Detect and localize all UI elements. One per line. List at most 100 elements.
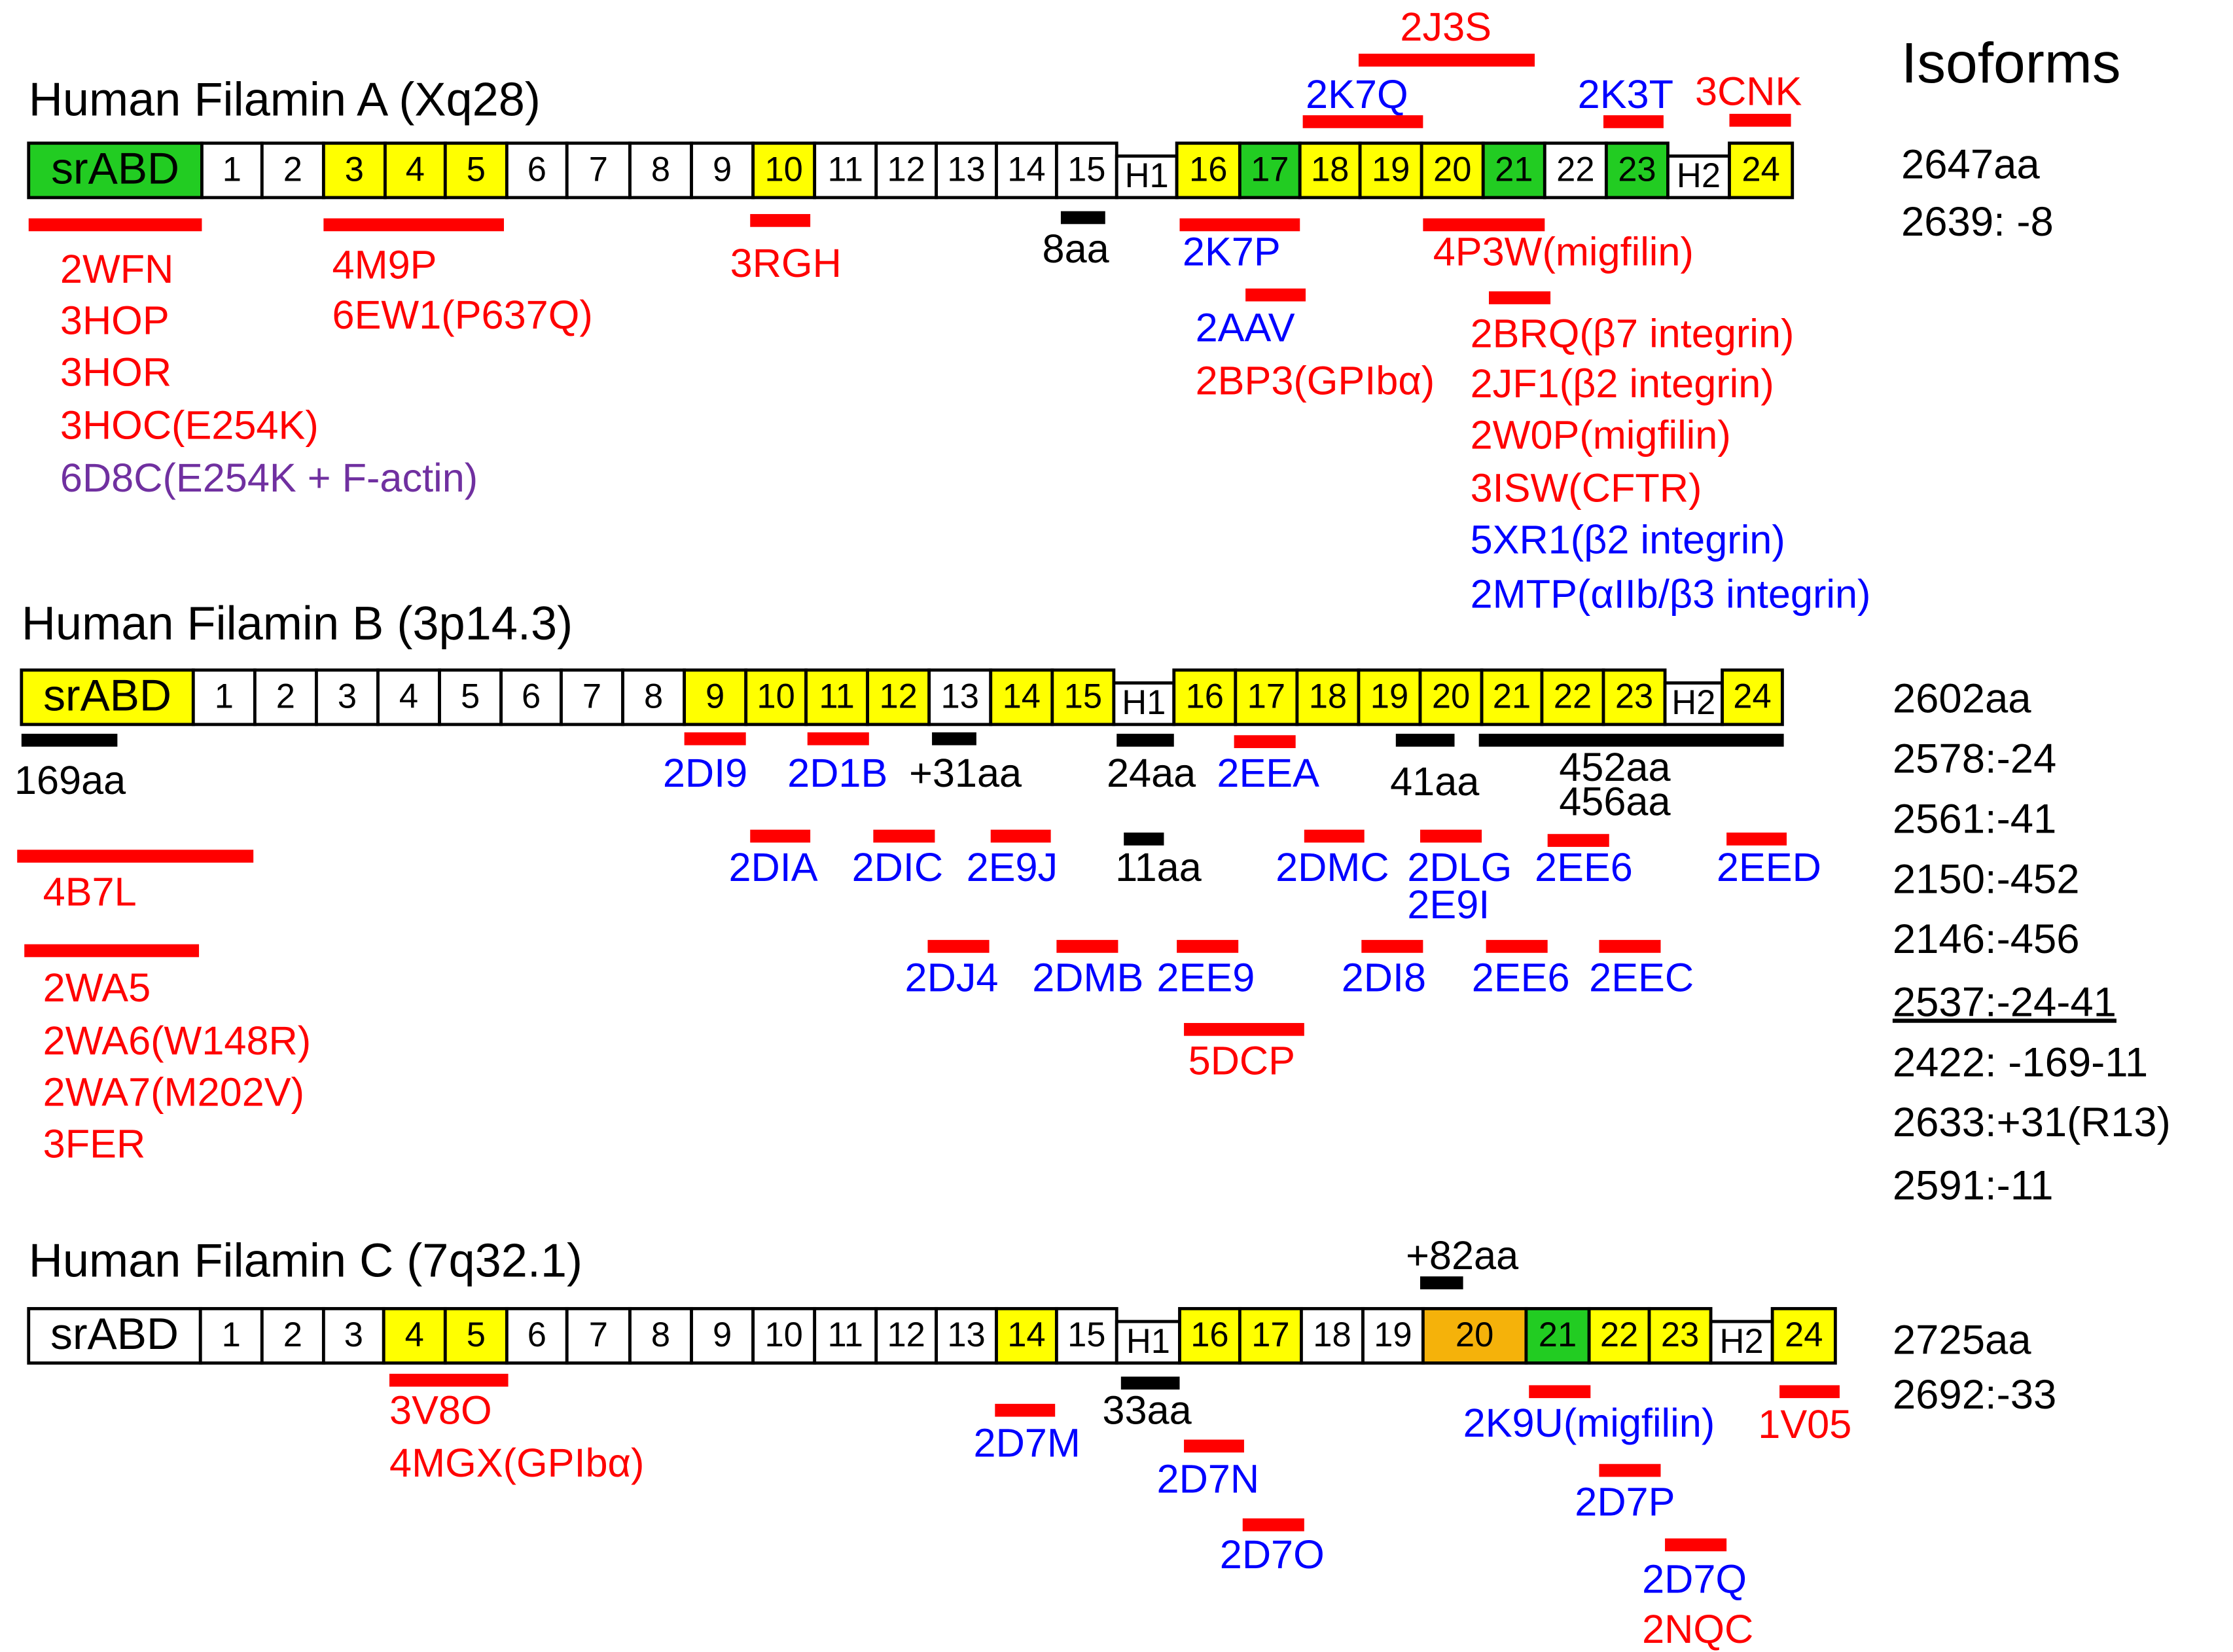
coverage-bar-0	[28, 218, 202, 232]
filaminB-domain-label-12: 12	[879, 677, 917, 715]
coverage-bar-35	[1599, 940, 1661, 953]
filaminC-domain-label-8: 8	[651, 1316, 670, 1354]
coverage-bar-30	[927, 940, 990, 953]
filaminA-annotation-2mtp-iib-3-integrin: 2MTP(αIIb/β3 integrin)	[1471, 571, 1871, 616]
filaminC-annotation-2d7n: 2D7N	[1157, 1456, 1260, 1501]
filaminA-annotation-2brq-7-integrin: 2BRQ(β7 integrin)	[1471, 311, 1795, 355]
filaminA-annotation-3hop: 3HOP	[60, 298, 170, 343]
filaminA-domain-label-1: 1	[223, 150, 241, 189]
coverage-bar-19	[1234, 735, 1296, 748]
coverage-bar-43	[1529, 1385, 1591, 1399]
filaminB-annotation-31aa: +31aa	[909, 751, 1022, 795]
filaminC-domain-label-18: 18	[1313, 1316, 1351, 1354]
filaminC-domain-label-19: 19	[1374, 1316, 1412, 1354]
filaminB-annotation-2ee9: 2EE9	[1157, 956, 1255, 1000]
filaminA-domain-label-8: 8	[651, 150, 670, 189]
filaminA-annotation-6d8c-e254k-f-actin: 6D8C(E254K + F-actin)	[60, 456, 478, 500]
filaminA-domain-label-9: 9	[713, 150, 732, 189]
filaminC-domain-22	[1587, 1306, 1651, 1365]
coverage-bar-20	[1395, 734, 1455, 747]
coverage-bar-16	[807, 732, 869, 745]
coverage-bar-11	[1729, 113, 1791, 127]
filaminA-annotation-2k7q: 2K7Q	[1306, 72, 1408, 117]
coverage-bar-4	[1179, 218, 1300, 232]
filaminB-annotation-2di9: 2DI9	[663, 751, 747, 795]
coverage-bar-17	[932, 732, 976, 745]
filaminB-annotation-2eed: 2EED	[1717, 845, 1821, 889]
coverage-bar-5	[1245, 288, 1306, 302]
filaminA-domain-label-18: 18	[1311, 150, 1349, 189]
filaminB-annotation-2dmb: 2DMB	[1032, 956, 1143, 1000]
filaminA-domain-label-21: 21	[1495, 150, 1533, 189]
filaminB-isoform-0: 2602aa	[1893, 676, 2031, 722]
filaminB-annotation-2dic: 2DIC	[852, 845, 944, 889]
filaminC-domain-label-24: 24	[1785, 1316, 1823, 1354]
filaminB-domain-16	[1172, 668, 1238, 727]
filaminB-isoform-5: 2537:-24-41	[1893, 979, 2117, 1025]
filaminC-domain-label-15: 15	[1067, 1316, 1105, 1354]
filaminC-domain-7	[565, 1306, 632, 1365]
filaminA-annotation-2wfn: 2WFN	[60, 247, 174, 291]
filaminA-annotation-4m9p: 4M9P	[332, 242, 437, 287]
coverage-bar-36	[1184, 1022, 1304, 1036]
filaminB-title: Human Filamin B (3p14.3)	[22, 598, 573, 650]
filaminC-domain-label-7: 7	[589, 1316, 608, 1354]
filaminB-domain-3	[315, 668, 380, 727]
filaminA-annotation-2k3t: 2K3T	[1578, 72, 1673, 117]
filaminA-domain-label-24: 24	[1742, 150, 1779, 189]
filaminC-domain-label-13: 13	[947, 1316, 985, 1354]
filaminA-domain-label-srabd: srABD	[51, 144, 179, 193]
filaminB-annotation-456aa: 456aa	[1559, 780, 1671, 824]
filaminC-domain-11	[813, 1306, 878, 1365]
coverage-bar-34	[1486, 940, 1548, 953]
filaminC-domain-23	[1647, 1306, 1713, 1365]
filaminB-annotation-2eea: 2EEA	[1217, 751, 1319, 795]
filaminB-annotation-2wa6-w148r: 2WA6(W148R)	[43, 1018, 312, 1063]
coverage-bar-9	[1302, 115, 1423, 128]
filaminB-annotation-41aa: 41aa	[1390, 759, 1480, 804]
coverage-bar-13	[17, 850, 254, 863]
filaminA-domain-h1	[1115, 154, 1179, 200]
filaminB-domain-6	[499, 668, 563, 727]
filaminB-isoform-4: 2146:-456	[1893, 916, 2080, 962]
filaminB-annotation-2e9j: 2E9J	[967, 845, 1058, 889]
filaminA-domain-srabd	[27, 141, 204, 200]
coverage-bar-3	[1060, 211, 1105, 224]
coverage-bar-42	[1242, 1518, 1304, 1532]
coverage-bar-21	[1478, 734, 1784, 747]
filaminC-isoform-0: 2725aa	[1893, 1318, 2031, 1363]
filaminB-domain-label-11: 11	[819, 677, 855, 715]
filaminB-domain-20	[1418, 668, 1484, 727]
filaminB-domain-label-21: 21	[1493, 677, 1531, 715]
filaminB-annotation-452aa: 452aa	[1559, 745, 1671, 789]
filaminA-annotation-2k7p: 2K7P	[1183, 230, 1281, 274]
filaminB-annotation-2di8: 2DI8	[1342, 956, 1426, 1000]
filaminB-domain-label-5: 5	[461, 677, 480, 715]
filaminC-domain-label-22: 22	[1600, 1316, 1638, 1354]
filaminC-domain-label-6: 6	[527, 1316, 546, 1354]
filaminC-domain-label-16: 16	[1190, 1316, 1228, 1354]
filaminA-domain-label-17: 17	[1251, 150, 1289, 189]
filaminB-annotation-2wa7-m202v: 2WA7(M202V)	[43, 1070, 304, 1115]
filaminA-annotation-3hor: 3HOR	[60, 350, 171, 394]
filaminA-domain-label-23: 23	[1618, 150, 1656, 189]
filaminA-domain-label-12: 12	[887, 150, 925, 189]
filaminB-domain-label-22: 22	[1554, 677, 1592, 715]
filaminC-domain-12	[874, 1306, 938, 1365]
filaminB-domain-24	[1721, 668, 1784, 727]
filaminC-isoform-1: 2692:-33	[1893, 1372, 2056, 1418]
filaminA-domain-label-19: 19	[1372, 150, 1410, 189]
filaminA-domain-label-13: 13	[947, 150, 985, 189]
filaminC-domain-label-5: 5	[467, 1316, 486, 1354]
filaminC-domain-label-3: 3	[344, 1316, 363, 1354]
filaminB-annotation-2d1b: 2D1B	[787, 751, 887, 795]
filaminB-domain-18	[1295, 668, 1361, 727]
filaminB-domain-14	[989, 668, 1054, 727]
filaminA-domain-19	[1358, 141, 1423, 200]
filaminA-isoform-1: 2639: -8	[1901, 199, 2054, 245]
filaminB-annotation-2dj4: 2DJ4	[905, 956, 999, 1000]
filaminA-annotation-2bp3-gpib: 2BP3(GPIbα)	[1196, 358, 1435, 403]
filaminC-annotation-2d7o: 2D7O	[1220, 1532, 1325, 1577]
